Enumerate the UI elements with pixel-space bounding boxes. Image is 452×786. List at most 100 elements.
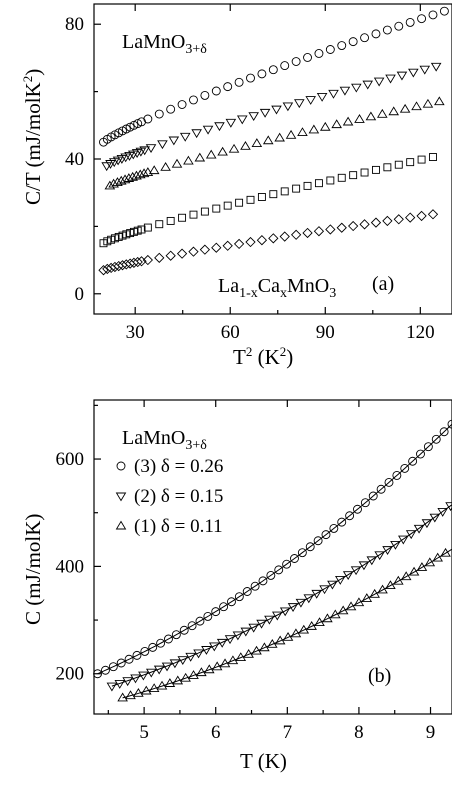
panel-b-tick-labels: 5 6 7 8 9 200 400 600 [56,449,436,743]
panel-b-series-1-point [124,654,134,664]
panel-a-series-2-point [179,132,191,142]
panel-b-series-1-point [337,517,347,527]
panel-a-x-tick-label: 120 [406,322,435,343]
panel-b-legend-marker-2 [115,492,127,502]
panel-a-series-1-point [268,65,278,75]
panel-a-series-3-point [319,121,331,131]
panel-b-legend-entry-1: (3) δ = 0.26 [134,456,223,477]
panel-a-series-2-point [339,86,351,96]
panel-a-series-5-point [279,231,290,242]
panel-a-series-4-point [394,160,403,169]
panel-b-series-1-point [274,565,284,575]
panel-a-x-tick-label: 60 [221,322,240,343]
panel-b-series-2-point [264,615,275,625]
panel-a-series-3-point [183,155,194,165]
panel-a-series-5-point [359,219,370,230]
panel-b-y-tick-label: 400 [56,556,85,577]
panel-a-series-5-point [370,217,382,228]
panel-b-series-1-point [242,587,252,596]
panel-a-series-3-point [399,103,411,113]
panel-b-series-3-point [251,645,262,655]
panel-b-y-tick-label: 600 [56,449,85,470]
panel-b-series-1-point [408,456,418,466]
panel-a-x-tick-label: 90 [316,322,335,343]
panel-a-series-5-point [405,212,416,223]
panel-a-series-3-point [142,167,154,176]
panel-a-x-axis-title: T2 (K2) [233,344,293,369]
panel-b-series-2-point [201,646,212,655]
panel-b-series-3-point [243,648,254,658]
panel-a-series-3-point [131,170,142,180]
panel-a-series-3-point [160,161,171,171]
panel-a-series-4-point [383,163,392,172]
panel-a-series-4-point [417,155,426,164]
panel-a-series-2-point [202,125,214,135]
panel-a-series-3-point [171,158,183,168]
panel-b-series-3-point [400,571,412,581]
panel-b-series-2-point [185,652,196,662]
panel-a-series-1-point [428,10,438,20]
panel-b-series-2-point [405,530,417,540]
panel-a-series-5-point [290,229,302,240]
panel-b-series-1-point [376,484,386,494]
panel-a-y-tick-label: 0 [75,284,85,305]
panel-b-series-2-point [106,682,118,692]
panel-a-series-2-point [191,129,202,139]
panel-a-series-1-point [154,109,164,119]
panel-b-x-axis-title: T (K) [240,749,287,773]
panel-b-marks [93,419,452,702]
panel-b-series-1-point [313,536,323,546]
panel-a-series-2-point [373,77,385,87]
panel-b-series-1-point [305,542,315,552]
panel-a-series-5-point [188,246,199,257]
panel-a-series-4-point [406,158,415,167]
panel-a-series-5-point [245,236,256,248]
panel-b-series-1-point [93,669,103,679]
panel-a-series-1-point [223,82,233,92]
panel-a-series-4-point [314,179,323,188]
panel-b-legend: (3) δ = 0.26 (2) δ = 0.15 (1) δ = 0.11 [115,456,223,537]
panel-a-series-1-point [200,90,210,100]
panel-b-series-1-point [203,611,213,621]
panel-a-series-5-point [313,226,325,237]
panel-b-series-1-point [297,548,307,558]
panel-a-series-1-point [166,104,176,114]
panel-b-series-3-point [203,664,215,674]
panel-a-series-3-point [115,175,127,185]
panel-b-series-3-point [298,624,310,634]
panel-a-series-2-point [139,146,150,156]
panel-a-series-2-point [248,112,259,122]
panel-a-series-2-point [225,118,237,128]
panel-b-series-3-point [274,635,286,645]
panel-b-series-3-point [227,655,239,665]
panel-a-series-3-point [134,169,146,179]
panel-a-series-3-point [112,177,123,186]
panel-a-label: (a) [372,273,394,295]
panel-b-series-3-point [369,588,380,598]
panel-a-series-2-point [408,68,419,78]
panel-a-series-5-point [154,252,165,263]
panel-b-series-1-point [195,616,205,626]
panel-b-series-3-point [219,658,231,668]
panel-a-series-3-point [194,152,206,162]
panel-b-series-2-point [256,619,267,629]
panel-b-series-2-point [153,665,165,675]
panel-a-series-5-point [199,244,211,255]
panel-a-series-3-point [285,129,297,139]
panel-b-series-3-point [211,661,223,671]
panel-b-series-2-point [295,598,307,608]
panel-b-series-2-point [311,589,322,599]
panel-b-series-1-point [171,630,181,640]
panel-a-series-4-point [189,210,198,219]
panel-b-legend-marker-1 [116,461,126,471]
panel-b-series-2-point [240,627,252,637]
panel-b-series-3-point [235,652,247,662]
panel-a-y-tick-label: 80 [65,14,84,35]
panel-b-series-2-point [350,566,362,576]
panel-b-series-1-point [431,434,441,444]
panel-b-series-1-point [439,427,449,437]
panel-a-series-4-point [212,204,221,213]
panel-a-series-5-point [233,238,245,250]
